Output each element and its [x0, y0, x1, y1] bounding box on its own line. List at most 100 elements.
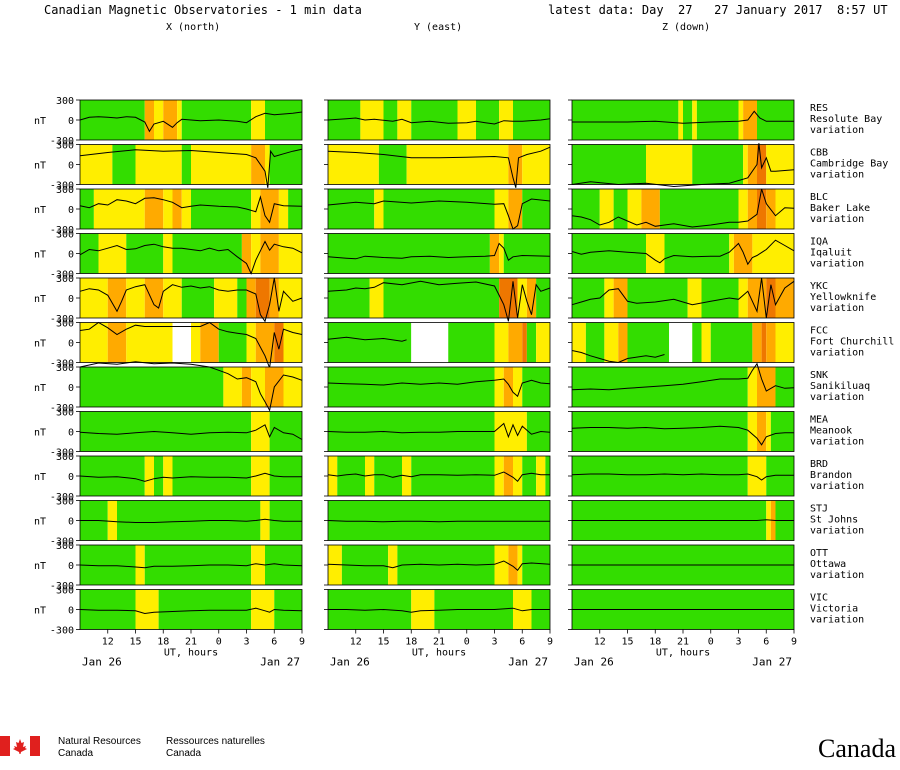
- trace-line: [79, 240, 303, 275]
- activity-band: [107, 500, 117, 541]
- trace-line: [571, 277, 795, 319]
- column-label-x: X (north): [166, 22, 221, 33]
- y-unit-label: nT: [34, 294, 46, 305]
- activity-band: [411, 456, 495, 496]
- trace-line: [328, 607, 550, 613]
- y-unit-label: nT: [34, 383, 46, 394]
- activity-band: [503, 233, 550, 274]
- station-name: Resolute Bay: [810, 114, 882, 125]
- activity-band: [112, 144, 136, 185]
- trace-line: [327, 280, 551, 322]
- y-tick-label: 0: [68, 606, 74, 617]
- x-tick-label: 3: [735, 637, 741, 648]
- trace-line: [327, 198, 551, 230]
- activity-band: [283, 322, 302, 363]
- x-tick-label: 15: [377, 637, 389, 648]
- station-code: VIC: [810, 593, 828, 604]
- y-tick-label: -300: [50, 626, 74, 637]
- y-tick-label: 300: [56, 541, 74, 552]
- nrc-english: Natural Resources Canada: [58, 736, 141, 759]
- activity-band: [499, 233, 504, 274]
- x-tick-label: 21: [677, 637, 689, 648]
- activity-band: [522, 144, 550, 185]
- station-variation: variation: [810, 481, 864, 492]
- x-tick-label: 12: [102, 637, 114, 648]
- x-tick-label: 9: [547, 637, 553, 648]
- date-end-label: Jan 27: [508, 656, 548, 669]
- activity-band: [513, 456, 523, 496]
- activity-band: [669, 322, 693, 363]
- activity-band: [457, 100, 476, 140]
- activity-band: [517, 545, 523, 585]
- x-tick-label: 18: [405, 637, 417, 648]
- activity-band: [513, 100, 550, 140]
- activity-band: [747, 278, 767, 318]
- activity-band: [251, 144, 265, 185]
- activity-band: [513, 589, 532, 630]
- activity-band: [163, 233, 173, 274]
- nrc-french: Ressources naturelles Canada: [166, 736, 265, 759]
- y-tick-label: 300: [56, 586, 74, 597]
- y-tick-label: -300: [50, 403, 74, 414]
- trace-line: [79, 607, 303, 615]
- activity-band: [191, 322, 201, 363]
- activity-band: [378, 144, 407, 185]
- trace-line: [79, 111, 303, 133]
- trace-line: [327, 336, 407, 342]
- activity-band: [251, 189, 261, 229]
- activity-band: [411, 100, 458, 140]
- x-axis-label: UT, hours: [164, 648, 218, 659]
- activity-band: [80, 456, 145, 496]
- trace-line: [327, 422, 551, 439]
- x-tick-label: 3: [491, 637, 497, 648]
- activity-band: [135, 589, 159, 630]
- trace-line: [80, 518, 302, 523]
- activity-band: [743, 100, 757, 140]
- y-tick-label: -300: [50, 225, 74, 236]
- y-tick-label: 0: [68, 383, 74, 394]
- x-tick-label: 0: [708, 637, 714, 648]
- trace-line: [327, 378, 551, 398]
- x-tick-label: 6: [519, 637, 525, 648]
- activity-band: [641, 189, 660, 229]
- activity-band: [747, 456, 767, 496]
- page-title: Canadian Magnetic Observatories - 1 min …: [44, 3, 362, 17]
- activity-band: [283, 367, 302, 407]
- activity-band: [613, 278, 628, 318]
- activity-band: [526, 278, 537, 318]
- activity-band: [274, 322, 284, 363]
- station-code: BRD: [810, 459, 828, 470]
- activity-band: [98, 233, 127, 274]
- activity-band: [646, 144, 693, 185]
- activity-band: [80, 411, 252, 452]
- activity-band: [126, 233, 164, 274]
- activity-band: [144, 189, 164, 229]
- y-tick-label: 0: [68, 428, 74, 439]
- x-axis-label: UT, hours: [656, 648, 710, 659]
- station-name: Iqaluit: [810, 248, 852, 259]
- activity-band: [494, 322, 509, 363]
- y-unit-label: nT: [34, 606, 46, 617]
- activity-band: [144, 456, 154, 496]
- activity-band: [107, 278, 127, 318]
- x-tick-label: 21: [185, 637, 197, 648]
- activity-band: [766, 144, 794, 185]
- activity-band: [260, 233, 279, 274]
- activity-band: [369, 278, 384, 318]
- activity-band: [214, 278, 238, 318]
- activity-band: [328, 233, 490, 274]
- station-code: RES: [810, 103, 828, 114]
- activity-band: [144, 278, 164, 318]
- column-label-z: Z (down): [662, 22, 711, 33]
- activity-band: [508, 144, 523, 185]
- y-tick-label: 300: [56, 141, 74, 152]
- activity-band: [775, 189, 794, 229]
- x-tick-label: 9: [299, 637, 305, 648]
- activity-band: [251, 411, 270, 452]
- activity-band: [522, 367, 550, 407]
- y-unit-label: nT: [34, 205, 46, 216]
- activity-band: [328, 456, 338, 496]
- activity-band: [374, 189, 384, 229]
- station-variation: variation: [810, 570, 864, 581]
- activity-band: [738, 278, 748, 318]
